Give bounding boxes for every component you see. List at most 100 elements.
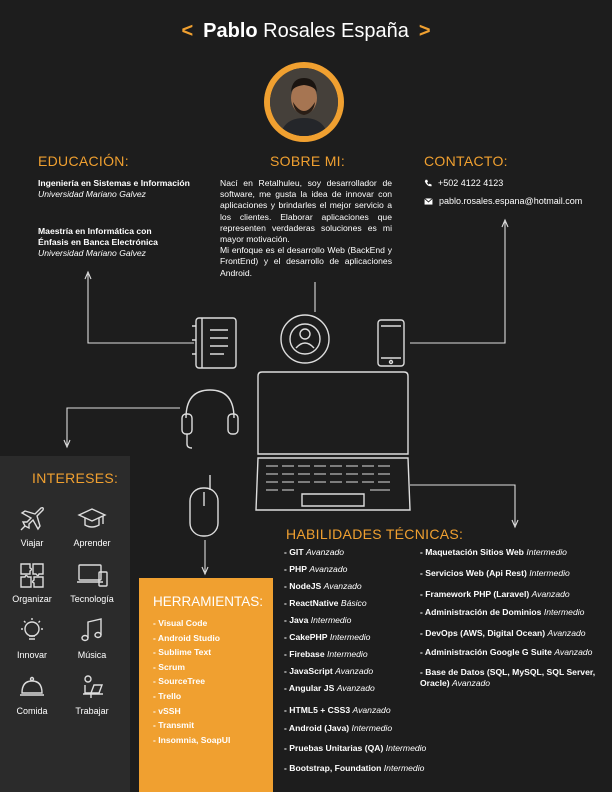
skill-item: - Bootstrap, Foundation Intermedio xyxy=(284,763,425,773)
tools-list: - Visual Code - Android Studio - Sublime… xyxy=(153,616,230,747)
education-school: Universidad Mariano Galvez xyxy=(38,248,146,258)
about-title: SOBRE MI: xyxy=(270,153,346,169)
arrow-up-icon xyxy=(84,270,92,280)
laptop-icon xyxy=(255,371,411,511)
skill-item: - Base de Datos (SQL, MySQL, SQL Server,… xyxy=(420,667,596,688)
about-paragraph: Nací en Retalhuleu, soy desarrollador de… xyxy=(220,178,392,245)
devices-icon xyxy=(77,564,108,587)
interests-title: INTERESES: xyxy=(32,470,119,486)
airplane-icon xyxy=(20,507,44,531)
education-degree: Ingeniería en Sistemas e Información xyxy=(38,178,190,188)
skill-item: - Android (Java) Intermedio xyxy=(284,723,393,733)
tool-item: - Android Studio xyxy=(153,632,220,643)
interest-label: Viajar xyxy=(20,538,44,548)
skill-item: - Java Intermedio xyxy=(284,615,352,625)
skill-item: - HTML5 + CSS3 Avanzado xyxy=(284,705,391,715)
tool-item: - Visual Code xyxy=(153,618,208,628)
tool-item: - Sublime Text xyxy=(153,647,212,658)
skills-title: HABILIDADES TÉCNICAS: xyxy=(286,526,464,542)
email-address: pablo.rosales.espana@hotmail.com xyxy=(439,196,583,206)
interest-item: Innovar xyxy=(2,616,62,660)
skill-item: - Maquetación Sitios Web Intermedio xyxy=(420,547,567,557)
about-text: Nací en Retalhuleu, soy desarrollador de… xyxy=(220,178,392,279)
interests-panel: INTERESES: Viajar Aprender Organizar Tec… xyxy=(0,456,130,792)
notebook-icon xyxy=(192,317,237,369)
graduation-cap-icon xyxy=(77,508,107,528)
puzzle-icon xyxy=(20,563,44,588)
phone-number: +502 4122 4123 xyxy=(438,178,504,188)
skill-item: - Firebase Intermedio xyxy=(284,649,368,659)
skill-item: - GIT Avanzado xyxy=(284,547,345,557)
skill-item: - DevOps (AWS, Digital Ocean) Avanzado xyxy=(420,628,586,638)
connector-line xyxy=(87,274,194,344)
skill-item: - Pruebas Unitarias (QA) Intermedio xyxy=(284,743,427,753)
tool-item: - SourceTree xyxy=(153,676,206,687)
arrow-up-icon xyxy=(501,218,509,228)
skill-item: - NodeJS Avanzado xyxy=(284,581,362,591)
lightbulb-icon xyxy=(21,618,43,640)
interest-label: Aprender xyxy=(73,538,111,548)
skill-item: - CakePHP Intermedio xyxy=(284,632,371,642)
arrow-down-icon xyxy=(201,566,209,576)
skill-item: - JavaScript Avanzado xyxy=(284,666,374,676)
connector-line xyxy=(66,407,180,445)
first-name: Pablo xyxy=(203,20,258,42)
tool-item: - Insomnia, SoapUI xyxy=(153,734,231,745)
education-school: Universidad Mariano Galvez xyxy=(38,189,146,199)
education-item: Maestría en Informática con Énfasis en B… xyxy=(38,226,178,259)
skill-item: - PHP Avanzado xyxy=(284,564,348,574)
skill-item: - Servicios Web (Api Rest) Intermedio xyxy=(420,568,570,578)
interest-label: Organizar xyxy=(12,594,52,604)
arrow-down-icon xyxy=(63,439,71,449)
interest-item: Música xyxy=(62,616,122,660)
interest-item: Viajar xyxy=(2,504,62,548)
phone-icon xyxy=(424,179,432,187)
interest-item: Tecnología xyxy=(62,560,122,604)
skill-item: - Administración de Dominios Intermedio xyxy=(420,607,585,617)
education-item: Ingeniería en Sistemas e Información Uni… xyxy=(38,178,198,200)
page-title: < Pablo Rosales España > xyxy=(0,20,612,43)
chevron-right-icon: > xyxy=(418,20,431,42)
tool-item: - Trello xyxy=(153,690,182,701)
interest-item: Trabajar xyxy=(62,672,122,716)
education-title: EDUCACIÓN: xyxy=(38,153,129,169)
last-name: Rosales España xyxy=(263,20,409,42)
arrow-down-icon xyxy=(511,519,519,529)
computer-mouse-icon xyxy=(189,475,219,537)
cloche-icon xyxy=(20,676,44,696)
contact-phone[interactable]: +502 4122 4123 xyxy=(424,178,503,188)
skill-item: - Administración Google G Suite Avanzado xyxy=(420,647,593,657)
interest-label: Innovar xyxy=(16,650,48,660)
interest-item: Aprender xyxy=(62,504,122,548)
connector-line xyxy=(410,222,506,344)
contact-title: CONTACTO: xyxy=(424,153,508,169)
education-degree: Maestría en Informática con Énfasis en B… xyxy=(38,226,158,247)
skill-item: - Angular JS Avanzado xyxy=(284,683,375,693)
interest-label: Música xyxy=(77,650,107,660)
tool-item: - Scrum xyxy=(153,661,185,672)
keyboard-keys xyxy=(266,465,390,491)
tools-title: HERRAMIENTAS: xyxy=(153,594,264,609)
tool-item: - vSSH xyxy=(153,705,181,716)
skill-item: - Framework PHP (Laravel) Avanzado xyxy=(420,589,570,599)
person-laptop-icon xyxy=(83,675,104,698)
interest-item: Comida xyxy=(2,672,62,716)
interest-label: Trabajar xyxy=(75,706,109,716)
chevron-left-icon: < xyxy=(181,20,194,42)
contact-email[interactable]: pablo.rosales.espana@hotmail.com xyxy=(424,196,582,206)
tool-item: - Transmit xyxy=(153,720,195,731)
interest-label: Comida xyxy=(16,706,48,716)
headphones-icon xyxy=(181,389,239,449)
tools-panel: HERRAMIENTAS: - Visual Code - Android St… xyxy=(139,578,273,792)
interest-label: Tecnología xyxy=(70,594,114,604)
connector-line xyxy=(410,484,516,525)
skill-item: - ReactNative Básico xyxy=(284,598,367,608)
interest-item: Organizar xyxy=(2,560,62,604)
about-paragraph: Mi enfoque es el desarrollo Web (BackEnd… xyxy=(220,245,392,278)
music-note-icon xyxy=(81,618,102,642)
user-profile-icon xyxy=(280,314,330,364)
envelope-icon xyxy=(424,197,433,205)
avatar xyxy=(264,62,344,142)
smartphone-icon xyxy=(377,319,405,367)
